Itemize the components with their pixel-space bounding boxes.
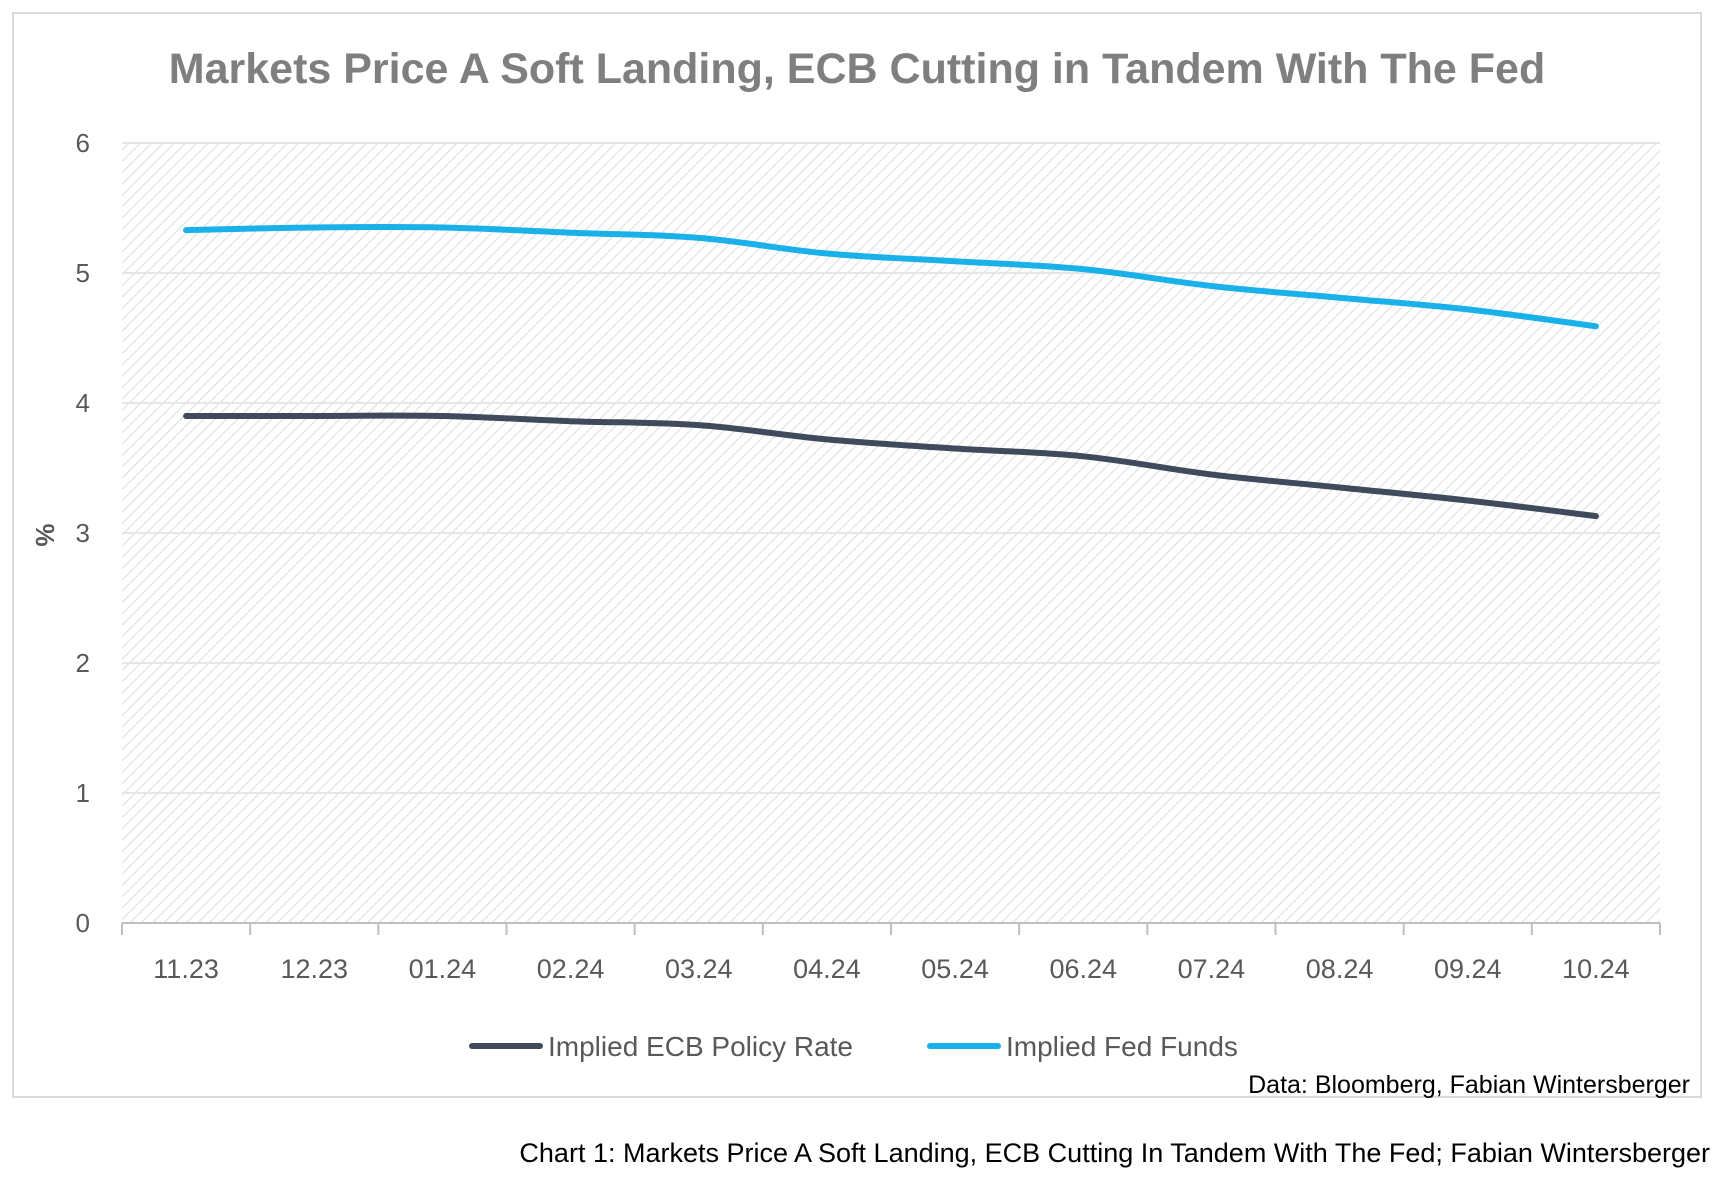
x-tick-label: 12.23 — [280, 954, 348, 984]
series-line-ecb — [183, 412, 1599, 520]
x-tick-label: 05.24 — [921, 954, 989, 984]
source-note: Data: Bloomberg, Fabian Wintersberger — [1248, 1071, 1690, 1099]
x-tick-label: 01.24 — [409, 954, 477, 984]
legend: Implied ECB Policy Rate Implied Fed Funds — [469, 1031, 1238, 1062]
y-tick-label: 0 — [76, 908, 90, 938]
y-tick-label: 4 — [76, 388, 90, 418]
y-tick-label: 2 — [76, 648, 90, 678]
y-tick-label: 3 — [76, 518, 90, 548]
x-tick-label: 02.24 — [537, 954, 605, 984]
y-axis-label: % — [30, 523, 60, 546]
series-lines — [183, 223, 1599, 520]
legend-label: Implied Fed Funds — [1006, 1031, 1238, 1062]
legend-label: Implied ECB Policy Rate — [548, 1031, 853, 1062]
chart-title: Markets Price A Soft Landing, ECB Cuttin… — [169, 45, 1545, 93]
x-tick-label: 09.24 — [1434, 954, 1502, 984]
figure-caption: Chart 1: Markets Price A Soft Landing, E… — [519, 1138, 1710, 1168]
series-line-fed — [183, 223, 1599, 330]
x-tick-label: 04.24 — [793, 954, 861, 984]
x-tick-label: 08.24 — [1306, 954, 1374, 984]
y-axis-ticks: 0 1 2 3 4 5 6 — [76, 128, 90, 938]
y-tick-label: 6 — [76, 128, 90, 158]
gridlines — [122, 142, 1660, 794]
y-tick-label: 1 — [76, 778, 90, 808]
x-tick-label: 06.24 — [1049, 954, 1117, 984]
x-axis: 11.23 12.23 01.24 02.24 03.24 04.24 05.24 06.24… — [121, 922, 1661, 984]
x-tick-label: 11.23 — [153, 954, 219, 984]
x-tick-label: 10.24 — [1562, 954, 1630, 984]
x-tick-label: 07.24 — [1178, 954, 1246, 984]
y-tick-label: 5 — [76, 258, 90, 288]
x-tick-label: 03.24 — [665, 954, 733, 984]
